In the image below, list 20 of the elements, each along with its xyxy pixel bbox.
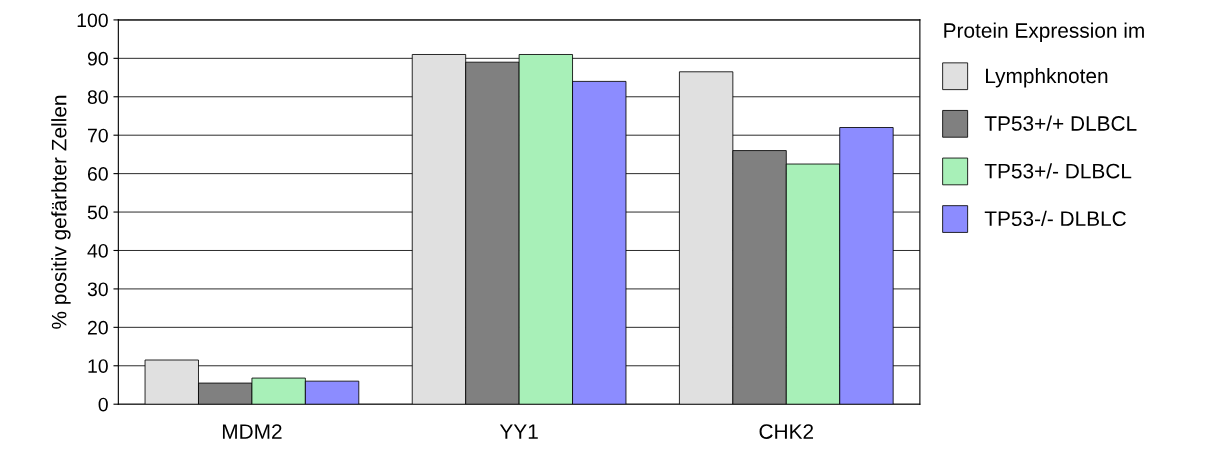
y-tick-label: 40 <box>87 243 108 258</box>
y-axis-title: % positiv gefärbter Zellen <box>51 95 71 329</box>
legend-title: Protein Expression im <box>944 22 1144 43</box>
legend-label: TP53+/+ DLBCL <box>984 115 1137 131</box>
x-tick-label: YY1 <box>499 424 538 439</box>
y-tick-label: 70 <box>87 128 108 143</box>
y-tick-label: 50 <box>87 205 108 220</box>
y-tick-label: 0 <box>98 397 108 412</box>
x-tick-label: MDM2 <box>222 424 282 439</box>
y-tick-label: 30 <box>87 282 108 297</box>
y-tick-label: 20 <box>87 320 108 335</box>
legend-label: TP53-/- DLBLC <box>984 210 1126 227</box>
y-tick-label: 10 <box>88 359 108 374</box>
y-tick-label: 60 <box>87 167 108 181</box>
legend-label: Lymphknoten <box>986 67 1108 88</box>
y-tick-label: 90 <box>87 51 108 66</box>
y-tick-label: 80 <box>87 90 108 104</box>
x-tick-label: CHK2 <box>759 424 814 439</box>
y-tick-label: 100 <box>77 13 108 28</box>
legend-label: TP53+/- DLBCL <box>984 163 1132 179</box>
